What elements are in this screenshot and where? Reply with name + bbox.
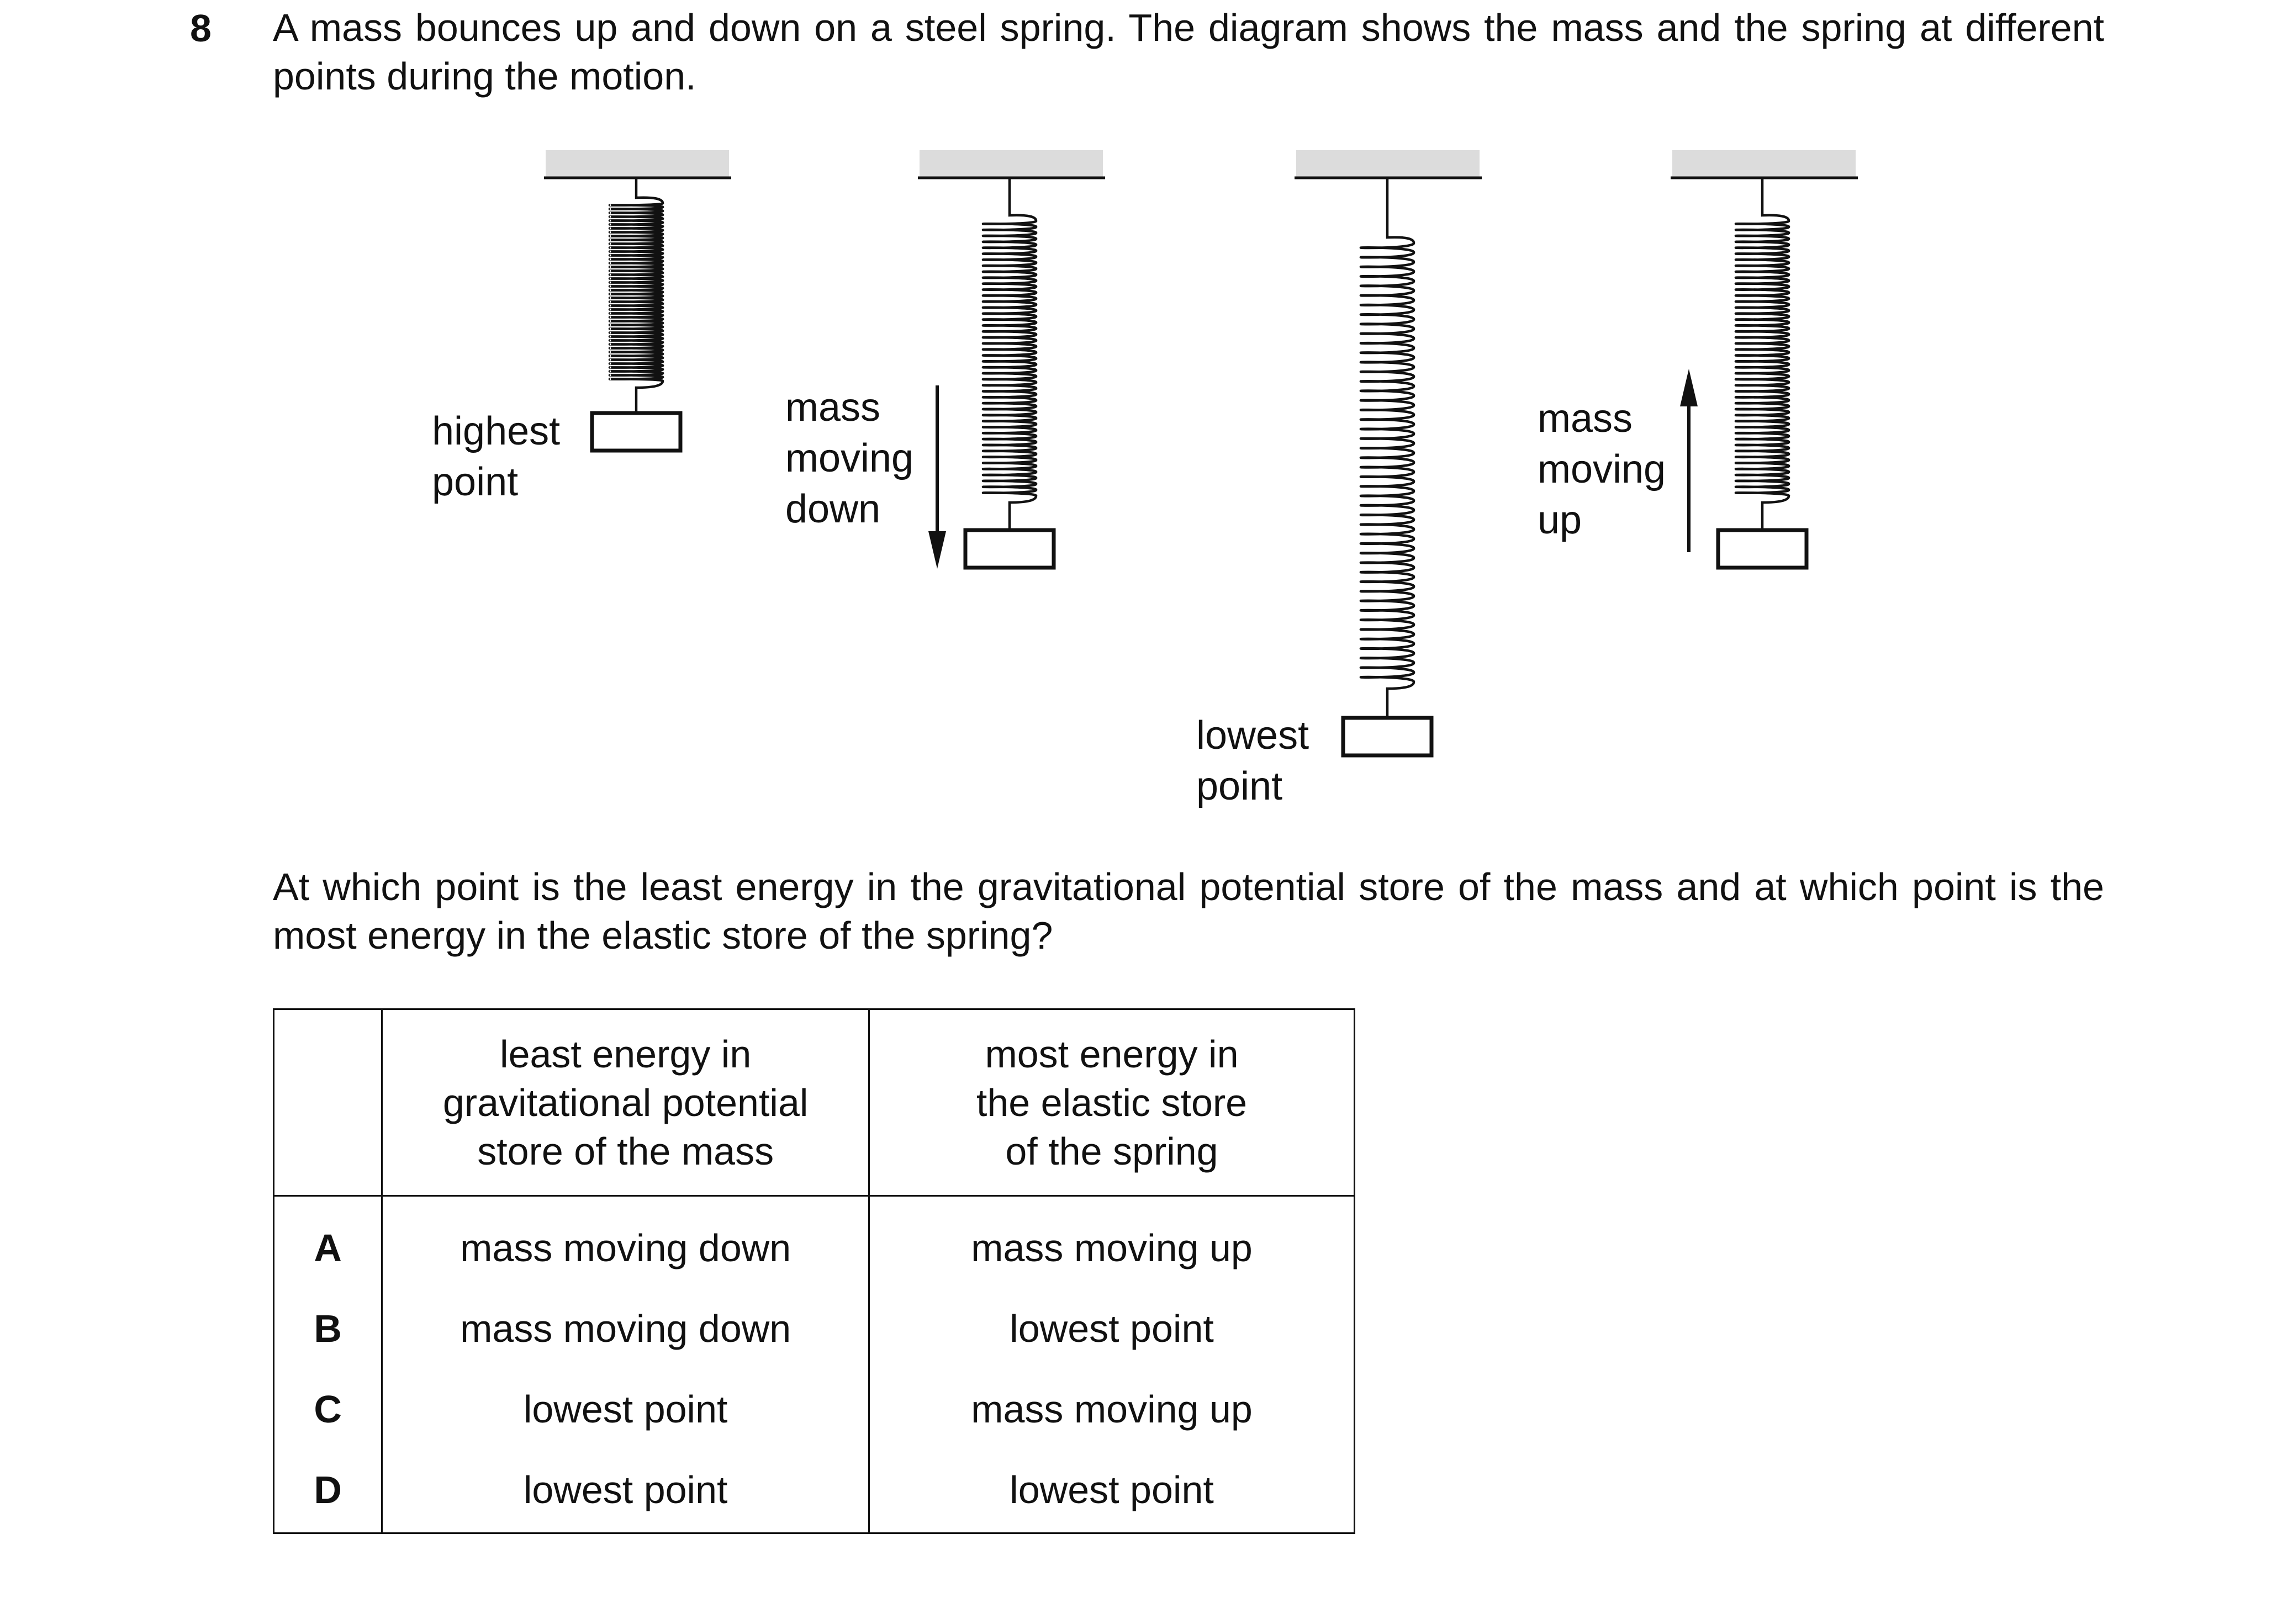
- table-row: D lowest point lowest point: [272, 1450, 1355, 1534]
- spring-coil: [1359, 178, 1415, 718]
- label-lowest-point: lowest point: [1196, 713, 1320, 808]
- header-gravitational: least energy in gravitational potential …: [381, 1008, 870, 1197]
- mass-highest-point: [590, 411, 683, 453]
- mass-moving-up: [1716, 528, 1809, 570]
- question-prompt: At which point is the least energy in th…: [273, 865, 2104, 957]
- label-mass-moving-up: mass moving up: [1538, 396, 1677, 542]
- ceiling-supports: [544, 150, 1858, 179]
- option-letter[interactable]: D: [272, 1450, 383, 1534]
- question-number: 8: [190, 7, 212, 50]
- table-row: A mass moving down mass moving up: [272, 1195, 1355, 1288]
- table-header-row: least energy in gravitational potential …: [272, 1008, 1355, 1197]
- table-row: C lowest point mass moving up: [272, 1369, 1355, 1450]
- option-elastic: mass moving up: [868, 1369, 1355, 1450]
- spring-coil: [981, 178, 1038, 530]
- spring-diagram: highest point mass moving down lowest po…: [432, 150, 1858, 808]
- mass-moving-down: [963, 528, 1056, 570]
- option-elastic: lowest point: [868, 1450, 1355, 1534]
- option-letter[interactable]: A: [272, 1195, 383, 1288]
- spring-coil: [1734, 178, 1790, 530]
- header-blank: [272, 1008, 383, 1197]
- spring-coil: [608, 178, 664, 413]
- mass-lowest-point: [1341, 716, 1434, 758]
- down-arrow-icon: [928, 385, 946, 569]
- option-gravitational: lowest point: [381, 1450, 870, 1534]
- question-intro: A mass bounces up and down on a steel sp…: [273, 6, 2104, 98]
- option-letter[interactable]: C: [272, 1369, 383, 1450]
- spring-lowest-point: [1359, 178, 1415, 718]
- option-letter[interactable]: B: [272, 1288, 383, 1369]
- spring-highest-point: [608, 178, 664, 413]
- option-elastic: mass moving up: [868, 1195, 1355, 1288]
- answer-table: least energy in gravitational potential …: [272, 1008, 1355, 1534]
- option-gravitational: lowest point: [381, 1369, 870, 1450]
- up-arrow-icon: [1680, 369, 1698, 552]
- label-highest-point: highest point: [432, 409, 571, 504]
- header-elastic: most energy in the elastic store of the …: [868, 1008, 1355, 1197]
- spring-mass-moving-up: [1734, 178, 1790, 530]
- spring-mass-moving-down: [981, 178, 1038, 530]
- label-mass-moving-down: mass moving down: [785, 385, 925, 531]
- option-gravitational: mass moving down: [381, 1288, 870, 1369]
- table-row: B mass moving down lowest point: [272, 1288, 1355, 1369]
- option-elastic: lowest point: [868, 1288, 1355, 1369]
- option-gravitational: mass moving down: [381, 1195, 870, 1288]
